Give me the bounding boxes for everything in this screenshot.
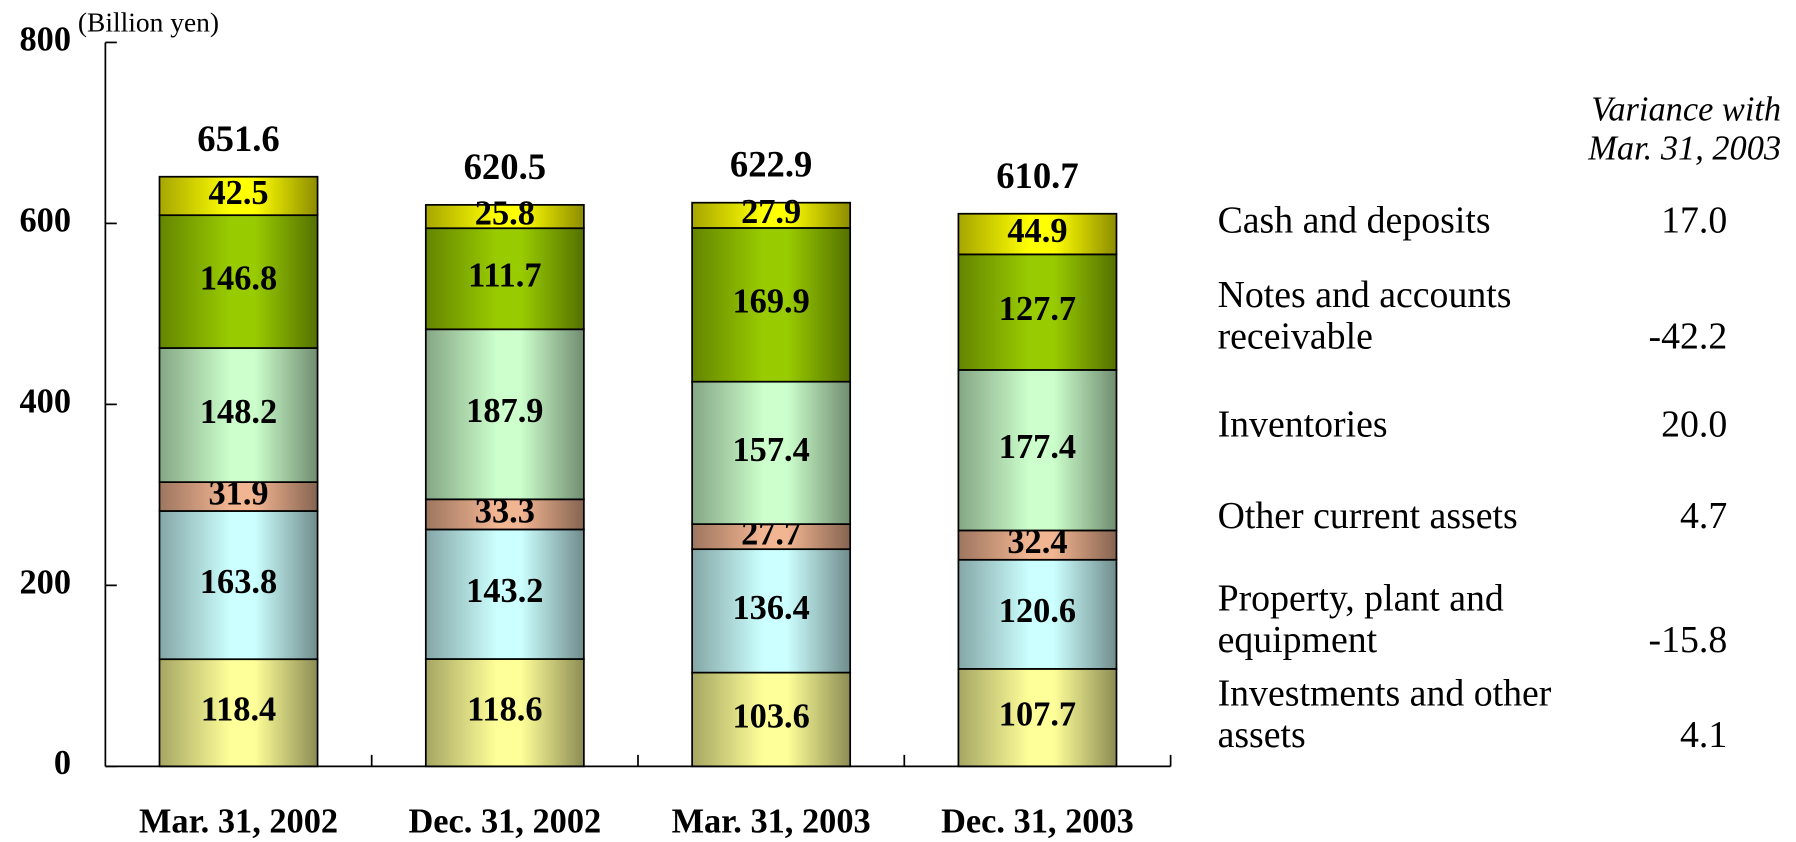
bar-shade xyxy=(159,659,318,767)
total-label: 610.7 xyxy=(996,155,1078,196)
value-label: 136.4 xyxy=(732,589,809,627)
value-label: 44.9 xyxy=(1007,212,1067,250)
x-tick-label: Mar. 31, 2002 xyxy=(139,803,338,841)
value-label: 118.4 xyxy=(201,691,276,729)
legend-label: Inventories xyxy=(1217,404,1388,446)
value-label: 146.8 xyxy=(200,259,277,297)
bar-shade xyxy=(958,213,1117,255)
total-label: 622.9 xyxy=(730,144,812,185)
y-tick-label: 200 xyxy=(19,563,71,601)
legend-label: Property, plant and equipment xyxy=(1217,578,1504,661)
value-label: 103.6 xyxy=(732,697,809,735)
value-label: 177.4 xyxy=(999,428,1076,466)
total-label: 620.5 xyxy=(464,146,546,187)
variance-value: -42.2 xyxy=(1648,316,1728,358)
y-tick-label: 0 xyxy=(54,744,71,782)
legend-label: Notes and accounts receivable xyxy=(1217,274,1512,358)
y-tick-label: 800 xyxy=(19,20,71,58)
bar-shade xyxy=(958,559,1117,669)
bar-shade xyxy=(958,369,1117,531)
value-label: 111.7 xyxy=(468,257,542,295)
bar-shade xyxy=(692,549,851,673)
bar-shade xyxy=(958,530,1117,560)
value-label: 157.4 xyxy=(732,431,809,469)
bar-shade xyxy=(159,482,318,511)
value-label: 143.2 xyxy=(466,572,543,610)
x-tick-label: Dec. 31, 2003 xyxy=(941,803,1134,841)
y-tick-label: 600 xyxy=(19,201,71,239)
value-label: 27.9 xyxy=(741,193,801,231)
value-label: 107.7 xyxy=(999,696,1076,734)
variance-value: 4.7 xyxy=(1680,496,1728,538)
bar-shade xyxy=(159,176,318,216)
bar-shade xyxy=(159,215,318,349)
bar-shade xyxy=(692,524,851,550)
total-label: 651.6 xyxy=(197,118,279,159)
bar-shade xyxy=(692,381,851,525)
value-label: 118.6 xyxy=(467,691,542,729)
legend-row: Notes and accounts receivable -42.2 xyxy=(1217,274,1728,358)
bar-shade xyxy=(425,499,584,530)
bar-shade xyxy=(425,204,584,229)
variance-value: 17.0 xyxy=(1661,200,1728,242)
variance-title: Variance with Mar. 31, 2003 xyxy=(1587,90,1781,167)
bar-shade xyxy=(692,672,851,767)
bar-shade xyxy=(425,329,584,500)
variance-value: -15.8 xyxy=(1648,619,1728,661)
legend-label: Cash and deposits xyxy=(1217,200,1491,242)
legend-row: Investments and other assets 4.1 xyxy=(1217,673,1728,757)
value-label: 42.5 xyxy=(208,174,268,212)
variance-value: 20.0 xyxy=(1661,404,1728,446)
bar-shade xyxy=(425,228,584,330)
bar-shade xyxy=(958,668,1117,767)
legend-label: Other current assets xyxy=(1217,496,1518,538)
bar-shade xyxy=(425,529,584,660)
bar-shade xyxy=(692,202,851,228)
value-label: 127.7 xyxy=(999,290,1076,328)
legend-label: Investments and other assets xyxy=(1217,673,1552,757)
bar-shade xyxy=(692,227,851,382)
legend-row: Other current assets 4.7 xyxy=(1217,496,1728,538)
value-label: 187.9 xyxy=(466,392,543,430)
bar-shade xyxy=(159,510,318,660)
variance-value: 4.1 xyxy=(1680,714,1728,757)
value-label: 169.9 xyxy=(732,283,809,321)
value-label: 163.8 xyxy=(200,563,277,601)
value-label: 25.8 xyxy=(475,194,535,232)
x-tick-label: Mar. 31, 2003 xyxy=(672,803,871,841)
value-label: 120.6 xyxy=(999,592,1076,630)
legend-row: Inventories 20.0 xyxy=(1217,404,1728,446)
y-tick-label: 400 xyxy=(19,382,71,420)
legend-row: Property, plant and equipment -15.8 xyxy=(1217,578,1728,661)
bar-shade xyxy=(425,659,584,767)
value-label: 148.2 xyxy=(200,393,277,431)
bar-shade xyxy=(958,254,1117,370)
y-axis-label: (Billion yen) xyxy=(78,8,219,38)
x-tick-label: Dec. 31, 2002 xyxy=(408,803,601,841)
legend-row: Cash and deposits 17.0 xyxy=(1217,200,1728,242)
bar-shade xyxy=(159,348,318,483)
